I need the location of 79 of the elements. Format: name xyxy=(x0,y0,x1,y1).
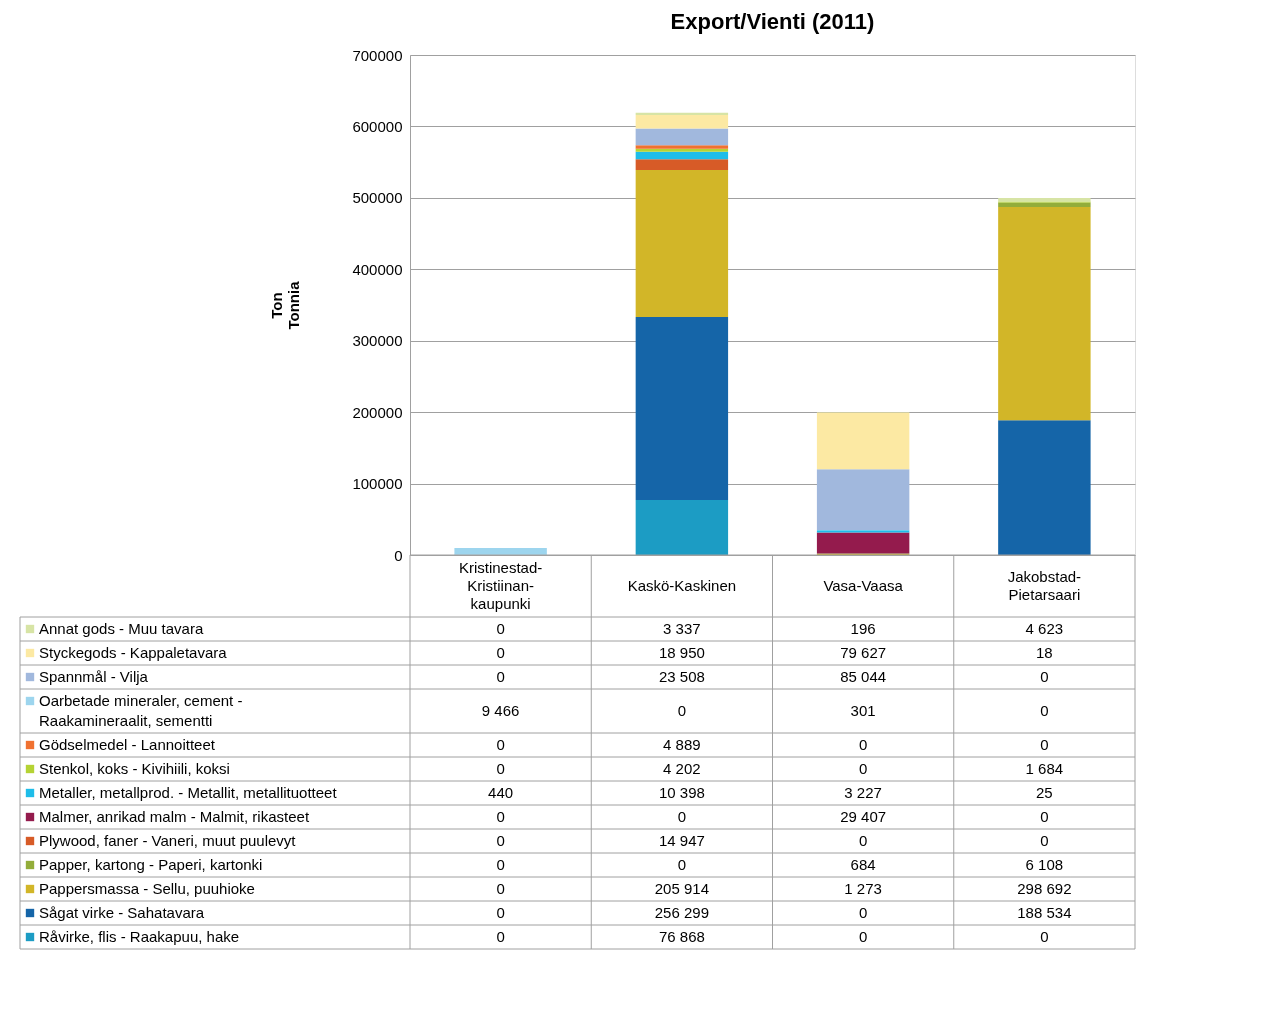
data-label: 10 398 xyxy=(658,784,705,801)
data-label: 0 xyxy=(858,736,868,753)
data-label: 0 xyxy=(1040,668,1049,685)
y-axis-title: Ton Tonnia xyxy=(268,280,303,330)
data-label: 25 xyxy=(1036,784,1053,801)
data-label: 1 273 xyxy=(844,880,882,897)
y-tick-label: 0 xyxy=(394,546,403,564)
data-label: 0 xyxy=(496,668,505,685)
data-label: 9 466 xyxy=(481,702,520,719)
legend-label: Styckegods - Kappaletavara xyxy=(39,644,228,661)
data-label: 0 xyxy=(496,736,505,753)
data-label: 23 508 xyxy=(658,668,705,685)
data-label: 301 xyxy=(850,702,876,719)
data-label: 0 xyxy=(1040,736,1049,753)
data-label: 0 xyxy=(496,644,505,661)
legend-label: Pappersmassa - Sellu, puuhioke xyxy=(39,880,255,897)
data-label: 0 xyxy=(496,832,505,849)
data-label: 0 xyxy=(677,808,687,825)
data-label: 6 108 xyxy=(1025,856,1064,873)
data-label: 14 947 xyxy=(658,832,705,849)
data-label: 205 914 xyxy=(654,880,709,897)
data-label: 4 202 xyxy=(663,760,701,777)
legend-label: Gödselmedel - Lannoitteet xyxy=(39,736,216,753)
legend-label: Stenkol, koks - Kivihiili, koksi xyxy=(39,760,230,777)
data-label: 4 889 xyxy=(663,736,701,753)
data-label: 0 xyxy=(677,702,687,719)
data-label: 4 623 xyxy=(1025,620,1064,637)
legend-label: Papper, kartong - Paperi, kartonki xyxy=(39,856,263,873)
data-label: 18 xyxy=(1036,644,1053,661)
data-label: 0 xyxy=(1040,808,1049,825)
data-label: 196 xyxy=(850,620,876,637)
y-tick-label: 100000 xyxy=(352,475,403,493)
data-label: 0 xyxy=(496,620,505,637)
data-label: 0 xyxy=(858,832,868,849)
legend-label: Metaller, metallprod. - Metallit, metallituotteet xyxy=(39,784,338,801)
x-tick-label: Vasa-Vaasa xyxy=(823,577,904,594)
data-label: 0 xyxy=(677,856,687,873)
data-label: 684 xyxy=(850,856,876,873)
y-tick-label: 700000 xyxy=(352,46,403,64)
data-label: 3 337 xyxy=(663,620,701,637)
data-label: 0 xyxy=(1040,928,1049,945)
data-label: 440 xyxy=(488,784,514,801)
y-tick-label: 400000 xyxy=(352,260,403,278)
data-label: 188 534 xyxy=(1017,904,1072,921)
x-tick-label: Kaskö-Kaskinen xyxy=(627,577,737,594)
y-tick-label: 300000 xyxy=(352,332,403,350)
data-label: 3 227 xyxy=(844,784,882,801)
data-label: 79 627 xyxy=(840,644,887,661)
data-label: 0 xyxy=(496,904,505,921)
legend-label: Sågat virke - Sahatavara xyxy=(39,904,205,921)
data-label: 0 xyxy=(858,928,868,945)
data-label: 85 044 xyxy=(840,668,887,685)
data-label: 256 299 xyxy=(654,904,709,921)
data-label: 18 950 xyxy=(658,644,705,661)
data-label: 1 684 xyxy=(1025,760,1064,777)
legend-label: Oarbetade mineraler, cement - Raakamineraalit, sementti xyxy=(39,692,243,729)
y-tick-label: 600000 xyxy=(352,117,403,135)
x-tick-label: Kristinestad-Kristiinan-kaupunki xyxy=(458,559,543,612)
legend-label: Annat gods - Muu tavara xyxy=(39,620,204,637)
chart-title: Export/Vienti (2011) xyxy=(670,9,875,34)
legend-label: Plywood, faner - Vaneri, muut puulevyt xyxy=(39,832,297,849)
legend-label: Malmer, anrikad malm - Malmit, rikasteet xyxy=(39,808,310,825)
data-label: 0 xyxy=(496,760,505,777)
data-label: 0 xyxy=(858,760,868,777)
data-label: 0 xyxy=(858,904,868,921)
data-label: 0 xyxy=(496,928,505,945)
data-label: 298 692 xyxy=(1017,880,1072,897)
data-label: 0 xyxy=(1040,832,1049,849)
data-label: 0 xyxy=(496,880,505,897)
data-label: 76 868 xyxy=(658,928,705,945)
legend-label: Råvirke, flis - Raakapuu, hake xyxy=(39,928,240,945)
y-tick-label: 200000 xyxy=(352,403,403,421)
x-tick-label: Jakobstad-Pietarsaari xyxy=(1007,568,1082,603)
data-label: 29 407 xyxy=(840,808,887,825)
legend-label: Spannmål - Vilja xyxy=(39,668,149,685)
data-label: 0 xyxy=(496,856,505,873)
data-label: 0 xyxy=(496,808,505,825)
y-tick-label: 500000 xyxy=(352,189,403,207)
data-label: 0 xyxy=(1040,702,1049,719)
